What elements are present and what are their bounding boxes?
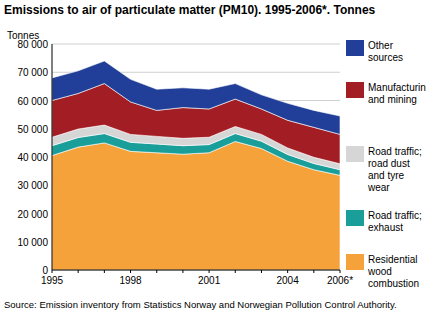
- legend-swatch: [346, 254, 364, 270]
- legend-line: sources: [368, 52, 403, 63]
- x-tick: [78, 270, 79, 273]
- x-tick: [287, 270, 288, 273]
- y-tick-label: 70 000: [17, 67, 48, 78]
- y-tick-label: 20 000: [17, 209, 48, 220]
- y-tick-label: 60 000: [17, 96, 48, 107]
- x-tick: [104, 270, 105, 273]
- y-axis: [52, 44, 53, 270]
- legend-line: combustion: [368, 278, 419, 289]
- x-tick: [130, 270, 131, 273]
- x-tick: [182, 270, 183, 273]
- legend-line: Other: [368, 40, 394, 51]
- legend-line: wood: [367, 266, 392, 277]
- y-tick-label: 80 000: [17, 39, 48, 50]
- legend-swatch: [346, 210, 364, 226]
- x-tick-label: 2004: [277, 275, 300, 286]
- plot-area: [52, 61, 340, 270]
- legend-swatch: [346, 82, 364, 98]
- legend-line: road dust: [368, 158, 410, 169]
- x-axis: [52, 270, 340, 271]
- grid-line: [52, 270, 340, 271]
- legend-label: Manufacturingand mining: [368, 82, 426, 105]
- legend-line: and tyre: [368, 170, 405, 181]
- x-tick-label: 2006*: [327, 275, 353, 286]
- legend-line: and mining: [368, 94, 417, 105]
- x-tick: [209, 270, 210, 273]
- x-tick: [261, 270, 262, 273]
- chart: Emissions to air of particulate matter (…: [0, 0, 426, 317]
- x-tick: [313, 270, 314, 273]
- area: [52, 61, 340, 134]
- title: Emissions to air of particulate matter (…: [4, 3, 376, 17]
- legend-label: Road traffic;exhaust: [368, 210, 422, 233]
- legend-line: Manufacturing: [368, 82, 426, 93]
- legend-swatch: [346, 146, 364, 162]
- legend-line: exhaust: [368, 222, 403, 233]
- x-tick: [235, 270, 236, 273]
- legend-line: Road traffic;: [368, 210, 422, 221]
- x-tick-label: 1995: [41, 275, 64, 286]
- y-tick-label: 40 000: [17, 152, 48, 163]
- legend-label: Road traffic;road dustand tyrewear: [367, 146, 422, 193]
- legend-line: Residential: [368, 254, 417, 265]
- legend-line: Road traffic;: [368, 146, 422, 157]
- x-tick: [52, 270, 53, 273]
- x-tick-label: 2001: [198, 275, 221, 286]
- legend-label: Othersources: [368, 40, 403, 63]
- y-tick-label: 50 000: [17, 124, 48, 135]
- legend-label: Residentialwoodcombustion: [367, 254, 419, 289]
- x-tick-label: 1998: [119, 275, 142, 286]
- y-tick-label: 10 000: [17, 237, 48, 248]
- x-tick: [156, 270, 157, 273]
- source: Source: Emission inventory from Statisti…: [4, 299, 397, 310]
- y-tick-label: 30 000: [17, 180, 48, 191]
- x-tick: [340, 270, 341, 273]
- legend-swatch: [346, 40, 364, 56]
- grid-line: [52, 44, 340, 45]
- legend-line: wear: [367, 182, 390, 193]
